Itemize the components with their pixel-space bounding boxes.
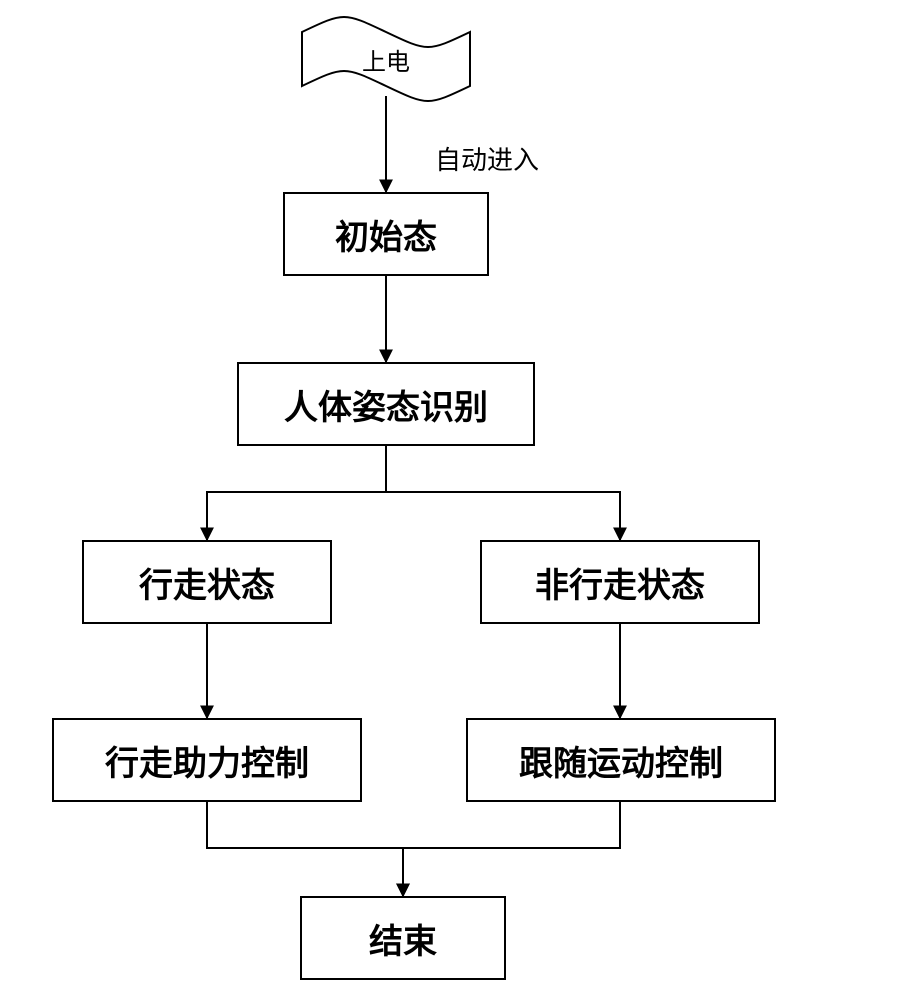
node-power_on-label: 上电 [302,22,470,96]
node-pose_recognition: 人体姿态识别 [237,362,535,446]
node-non_walking_state: 非行走状态 [480,540,760,624]
node-follow_motion_control: 跟随运动控制 [466,718,776,802]
node-walking_state: 行走状态 [82,540,332,624]
node-end: 结束 [300,896,506,980]
edge-walk_assist_control-to-end [207,802,403,896]
flowchart-canvas: 上电初始态人体姿态识别行走状态 非行走状态行走助力控制 跟随运动控制结束 自动进入 [0,0,912,1000]
node-power_on: 上电 [302,22,470,96]
edge-pose_recognition-to-walking_state [207,446,386,540]
node-walk_assist_control: 行走助力控制 [52,718,362,802]
edge-follow_motion_control-to-end [403,802,620,896]
label-auto_enter_label: 自动进入 [435,140,595,176]
node-initial_state: 初始态 [283,192,489,276]
edge-pose_recognition-to-non_walking_state [386,446,620,540]
